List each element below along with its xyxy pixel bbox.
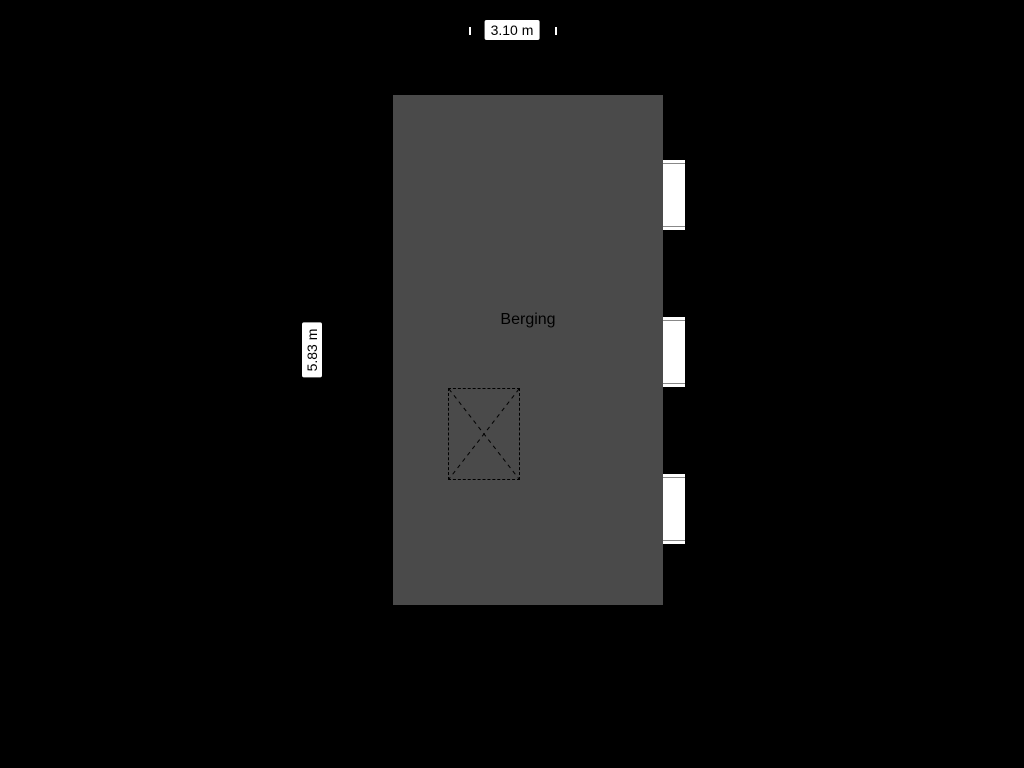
window-3	[663, 472, 685, 546]
window-2	[663, 315, 685, 389]
room-berging: Berging	[393, 95, 663, 605]
hatch-cross-icon	[449, 389, 519, 479]
dim-tick	[555, 27, 557, 35]
window-1	[663, 158, 685, 232]
dim-tick	[469, 27, 471, 35]
floor-hatch	[448, 388, 520, 480]
room-label: Berging	[500, 311, 555, 329]
dimension-height-label: 5.83 m	[302, 323, 322, 378]
floorplan-canvas: Berging 3.10 m 5.83 m	[0, 0, 1024, 768]
dimension-width-label: 3.10 m	[485, 20, 540, 40]
